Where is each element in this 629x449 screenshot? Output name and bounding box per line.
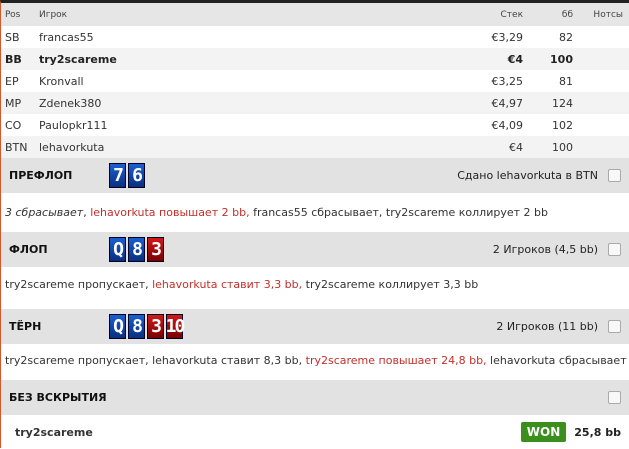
card: 7 xyxy=(109,163,126,188)
card: 3 xyxy=(147,314,164,339)
player-notes[interactable] xyxy=(573,92,629,114)
action-text: lehavorkuta сбрасывает xyxy=(486,354,627,367)
won-badge: WON xyxy=(520,422,567,442)
board-cards: Q 8 3 10 xyxy=(109,314,185,339)
player-pos: BTN xyxy=(1,136,39,158)
card: 3 xyxy=(147,237,164,262)
action-text: try2scareme пропускает, lehavorkuta став… xyxy=(5,354,306,367)
player-name[interactable]: Paulopkr111 xyxy=(39,118,108,132)
winner-row: try2scareme WON 25,8 bb xyxy=(1,415,629,449)
action-text: lehavorkuta повышает 2 bb, xyxy=(90,206,250,219)
street-info: 2 Игроков (4,5 bb) xyxy=(492,243,598,256)
player-name[interactable]: try2scareme xyxy=(39,48,384,70)
player-stack: €3,25 xyxy=(491,74,524,88)
player-bb: 102 xyxy=(552,118,573,132)
street-checkbox[interactable] xyxy=(608,243,621,256)
showdown-header: БЕЗ ВСКРЫТИЯ xyxy=(1,380,629,415)
street-actions: try2scareme пропускает, lehavorkuta став… xyxy=(1,344,629,377)
street-info: 2 Игроков (11 bb) xyxy=(496,320,598,333)
street-info: Сдано lehavorkuta в BTN xyxy=(457,169,598,182)
player-bb: 100 xyxy=(523,136,573,158)
street-name: ТЁРН xyxy=(9,320,42,333)
header-notes: Нотсы xyxy=(573,3,629,26)
player-pos: SB xyxy=(5,30,20,44)
player-row: BTN lehavorkuta €4 100 xyxy=(1,136,629,158)
action-text: try2scareme повышает 24,8 bb, xyxy=(305,354,487,367)
player-pos: CO xyxy=(5,118,22,132)
player-stack: €3,29 xyxy=(491,30,524,44)
header-pos: Pos xyxy=(1,3,39,26)
action-text: francas55 сбрасывает, try2scareme коллир… xyxy=(249,206,548,219)
card: Q xyxy=(109,237,126,262)
player-name[interactable]: francas55 xyxy=(39,30,94,44)
header-stack: Стек xyxy=(383,3,523,26)
card: 10 xyxy=(165,314,185,339)
player-stack: €4 xyxy=(383,48,523,70)
street-actions: 3 сбрасывает, lehavorkuta повышает 2 bb,… xyxy=(1,193,629,232)
player-pos: EP xyxy=(5,74,19,88)
player-row: MP Zdenek380 €4,97 124 xyxy=(1,92,629,114)
card: 6 xyxy=(128,163,145,188)
street-actions: try2scareme пропускает, lehavorkuta став… xyxy=(1,267,629,302)
player-bb: 124 xyxy=(523,92,573,114)
player-notes[interactable] xyxy=(573,26,629,48)
player-row: CO Paulopkr111 €4,09 102 xyxy=(1,114,629,136)
showdown-checkbox[interactable] xyxy=(608,391,621,404)
table-header: Pos Игрок Стек бб Нотсы xyxy=(1,3,629,26)
player-row: EP Kronvall €3,25 81 xyxy=(1,70,629,92)
player-pos: MP xyxy=(1,92,39,114)
street-header: ТЁРН Q 8 3 10 2 Игроков (11 bb) xyxy=(1,309,629,344)
player-stack: €4 xyxy=(383,136,523,158)
player-stack: €4,09 xyxy=(491,118,524,132)
action-text: try2scareme коллирует 3,3 bb xyxy=(302,278,479,291)
player-row: BB try2scareme €4 100 xyxy=(1,48,629,70)
player-name[interactable]: Kronvall xyxy=(39,74,84,88)
card: 8 xyxy=(128,237,145,262)
player-name[interactable]: Zdenek380 xyxy=(39,92,384,114)
action-text: lehavorkuta ставит 3,3 bb, xyxy=(152,278,303,291)
player-stack: €4,97 xyxy=(383,92,523,114)
card: 8 xyxy=(128,314,145,339)
action-text: try2scareme пропускает, xyxy=(5,278,153,291)
player-name[interactable]: lehavorkuta xyxy=(39,136,384,158)
street-checkbox[interactable] xyxy=(608,169,621,182)
action-text: , xyxy=(83,206,91,219)
player-bb: 100 xyxy=(523,48,573,70)
player-bb: 82 xyxy=(559,30,573,44)
player-notes[interactable] xyxy=(573,114,629,136)
winner-name: try2scareme xyxy=(15,425,93,439)
card: Q xyxy=(109,314,126,339)
street-checkbox[interactable] xyxy=(608,320,621,333)
street-name: ПРЕФЛОП xyxy=(9,169,73,182)
header-player: Игрок xyxy=(39,3,384,26)
won-amount: 25,8 bb xyxy=(574,425,621,439)
player-pos: BB xyxy=(1,48,39,70)
player-row: SB francas55 €3,29 82 xyxy=(1,26,629,48)
players-table: Pos Игрок Стек бб Нотсы SB francas55 €3,… xyxy=(1,3,629,158)
player-notes[interactable] xyxy=(573,48,629,70)
player-notes[interactable] xyxy=(573,136,629,158)
street-name: ФЛОП xyxy=(9,243,48,256)
player-bb: 81 xyxy=(559,74,573,88)
header-bb: бб xyxy=(523,3,573,26)
player-notes[interactable] xyxy=(573,70,629,92)
showdown-title: БЕЗ ВСКРЫТИЯ xyxy=(9,391,107,404)
action-text: 3 сбрасывает xyxy=(5,206,84,219)
